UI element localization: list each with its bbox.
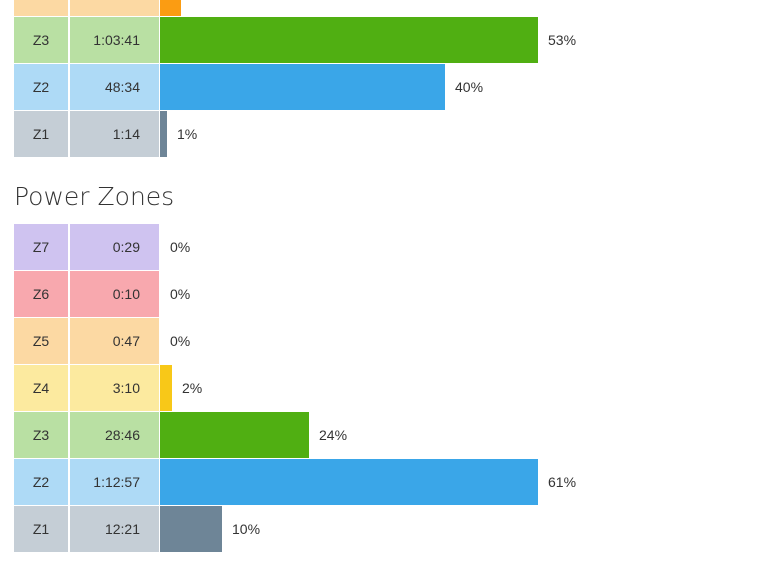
zone-percent-label: 24% [319,427,348,443]
zone-label: Z1 [14,111,69,157]
zone-percent-label: 40% [455,79,484,95]
zone-label: Z5 [14,318,69,364]
zone-bar [160,412,309,458]
zone-time: 3:10 [70,365,159,411]
zone-time: 1:03:41 [70,17,159,63]
zone-time: 0:29 [70,224,159,270]
zone-row-z1: Z1 1:14 1% [14,111,781,157]
zone-percent-label: 0% [170,286,191,302]
power-zones-title: Power Zones [14,182,175,211]
zone-bar [160,365,172,411]
zone-bar [160,506,222,552]
zone-row-z3: Z3 28:46 24% [14,412,781,458]
zone-percent-label: 53% [548,32,577,48]
zone-row-z7: Z7 0:29 0% [14,224,781,270]
zone-row-z4: Z4 [14,0,781,16]
zone-percent-label: 2% [182,380,203,396]
zone-label: Z3 [14,17,69,63]
zone-bar [160,111,167,157]
zone-row-z6: Z6 0:10 0% [14,271,781,317]
zone-time: 0:10 [70,271,159,317]
zone-label: Z2 [14,64,69,110]
zone-time: 0:47 [70,318,159,364]
zone-percent-label: 0% [170,333,191,349]
zone-time: 1:12:57 [70,459,159,505]
zone-label: Z1 [14,506,69,552]
zone-label: Z2 [14,459,69,505]
zone-percent-label: 10% [232,521,261,537]
zone-row-z1: Z1 12:21 10% [14,506,781,552]
zone-row-z4: Z4 3:10 2% [14,365,781,411]
zone-percent-label: 61% [548,474,577,490]
zone-label: Z7 [14,224,69,270]
zone-time: 1:14 [70,111,159,157]
zone-time: 48:34 [70,64,159,110]
zone-label: Z4 [14,0,69,16]
zone-label: Z4 [14,365,69,411]
zone-bar [160,459,538,505]
zone-percent-label: 1% [177,126,198,142]
zone-bar [160,64,445,110]
zone-bar [160,0,181,16]
zone-label: Z6 [14,271,69,317]
zone-time: 28:46 [70,412,159,458]
zone-row-z5: Z5 0:47 0% [14,318,781,364]
power-zones-table: Z7 0:29 0% Z6 0:10 0% Z5 0:47 0% Z4 3:10 2% Z3 28:46 2… [14,224,781,553]
zone-row-z2: Z2 48:34 40% [14,64,781,110]
zone-percent-label: 0% [170,239,191,255]
zone-time: 12:21 [70,506,159,552]
zone-row-z2: Z2 1:12:57 61% [14,459,781,505]
zone-row-z3: Z3 1:03:41 53% [14,17,781,63]
zone-bar [160,17,538,63]
zone-time [70,0,159,16]
zone-label: Z3 [14,412,69,458]
